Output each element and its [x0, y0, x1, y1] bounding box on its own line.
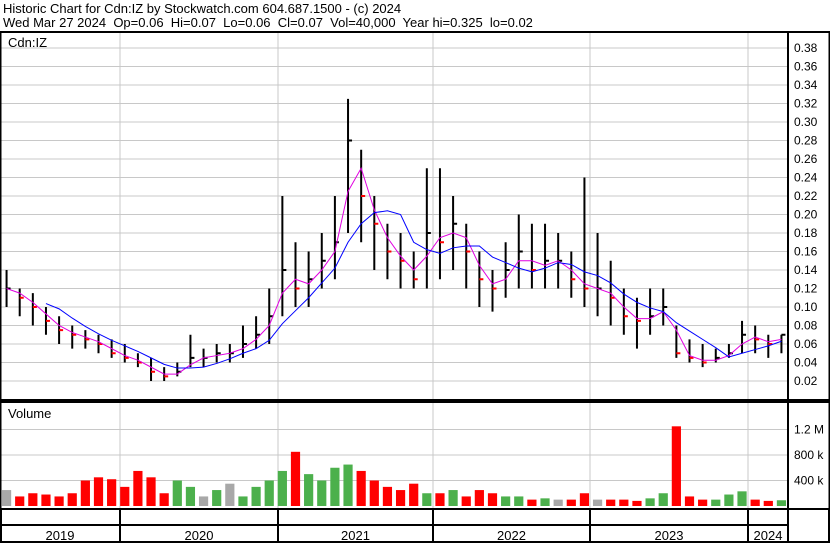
volume-bar	[67, 493, 77, 506]
year-label: 2019	[46, 528, 75, 543]
volume-bar	[435, 493, 445, 506]
volume-bar	[80, 480, 90, 506]
price-tick-label: 0.36	[794, 60, 818, 74]
price-tick-label: 0.06	[794, 337, 818, 351]
price-tick-label: 0.18	[794, 226, 818, 240]
volume-bar	[776, 500, 787, 506]
volume-bar	[238, 496, 248, 506]
volume-bar	[28, 493, 38, 506]
year-label: 2024	[754, 528, 783, 543]
volume-tick-label: 800 k	[794, 448, 824, 462]
volume-bar	[579, 493, 590, 506]
volume-bar	[369, 480, 379, 506]
volume-bar	[107, 479, 117, 506]
price-tick-label: 0.34	[794, 78, 818, 92]
chart-title: Historic Chart for Cdn:IZ by Stockwatch.…	[3, 1, 402, 16]
volume-bar	[120, 486, 130, 506]
volume-bar	[343, 464, 353, 506]
price-tick-label: 0.38	[794, 41, 818, 55]
volume-bar	[185, 486, 196, 506]
price-tick-label: 0.16	[794, 245, 818, 259]
volume-bar	[553, 499, 563, 506]
volume-bar	[290, 451, 301, 506]
volume-bar	[317, 480, 327, 506]
volume-bar	[395, 490, 406, 506]
volume-bar	[487, 493, 498, 506]
volume-bar	[172, 480, 182, 506]
volume-bar	[658, 493, 668, 506]
price-tick-label: 0.22	[794, 189, 818, 203]
volume-tick-label: 400 k	[794, 474, 824, 488]
volume-bar	[159, 493, 169, 506]
volume-bar	[41, 494, 51, 506]
year-label: 2021	[341, 528, 370, 543]
volume-bar	[501, 496, 511, 506]
volume-bar	[54, 496, 64, 506]
price-tick-label: 0.26	[794, 152, 818, 166]
ma-fast-line	[6, 167, 782, 375]
price-tick-label: 0.20	[794, 208, 818, 222]
price-tick-label: 0.24	[794, 171, 818, 185]
price-tick-label: 0.28	[794, 134, 818, 148]
ma-slow-line	[45, 210, 782, 369]
year-label: 2022	[497, 528, 526, 543]
volume-bar	[198, 496, 209, 506]
volume-bar	[724, 494, 734, 506]
volume-bar	[592, 499, 603, 506]
price-panel-label: Cdn:IZ	[8, 35, 47, 50]
price-tick-label: 0.02	[794, 374, 818, 388]
volume-bar	[540, 498, 550, 506]
year-label: 2023	[655, 528, 684, 543]
price-tick-label: 0.08	[794, 319, 818, 333]
volume-bar	[711, 499, 721, 506]
price-tick-label: 0.14	[794, 263, 818, 277]
volume-bar	[606, 499, 616, 506]
volume-bar	[1, 490, 12, 506]
volume-bar	[527, 499, 537, 506]
volume-tick-label: 1.2 M	[794, 423, 824, 437]
volume-bar	[474, 490, 484, 506]
volume-bar	[750, 499, 760, 506]
volume-bar	[304, 474, 314, 506]
price-tick-label: 0.32	[794, 97, 818, 111]
volume-bar	[763, 500, 773, 506]
volume-bar	[356, 470, 366, 506]
volume-bar	[645, 498, 655, 506]
year-label: 2020	[185, 528, 214, 543]
volume-bar	[382, 486, 393, 506]
volume-bar	[632, 500, 642, 506]
price-tick-label: 0.30	[794, 115, 818, 129]
volume-bar	[422, 493, 432, 506]
volume-bar	[409, 483, 419, 506]
price-tick-label: 0.04	[794, 356, 818, 370]
volume-bar	[212, 490, 222, 506]
price-tick-label: 0.10	[794, 300, 818, 314]
volume-bar	[619, 499, 629, 506]
price-tick-label: 0.12	[794, 282, 818, 296]
volume-bar	[330, 467, 340, 506]
volume-bar	[737, 491, 747, 506]
volume-bar	[225, 483, 235, 506]
volume-panel-label: Volume	[8, 406, 51, 421]
volume-bar	[93, 477, 104, 506]
volume-bar	[264, 480, 274, 506]
volume-bar	[684, 496, 695, 506]
volume-bar	[461, 496, 471, 506]
volume-bar	[277, 470, 287, 506]
volume-bar	[698, 499, 708, 506]
volume-bar	[566, 499, 576, 506]
volume-bar	[251, 486, 261, 506]
volume-bar	[146, 477, 156, 506]
volume-bar	[15, 496, 25, 506]
volume-bar	[448, 490, 458, 506]
volume-bar	[133, 470, 143, 506]
volume-bar	[514, 496, 524, 506]
quote-summary: Wed Mar 27 2024 Op=0.06 Hi=0.07 Lo=0.06 …	[3, 15, 533, 30]
volume-bar	[671, 426, 681, 506]
